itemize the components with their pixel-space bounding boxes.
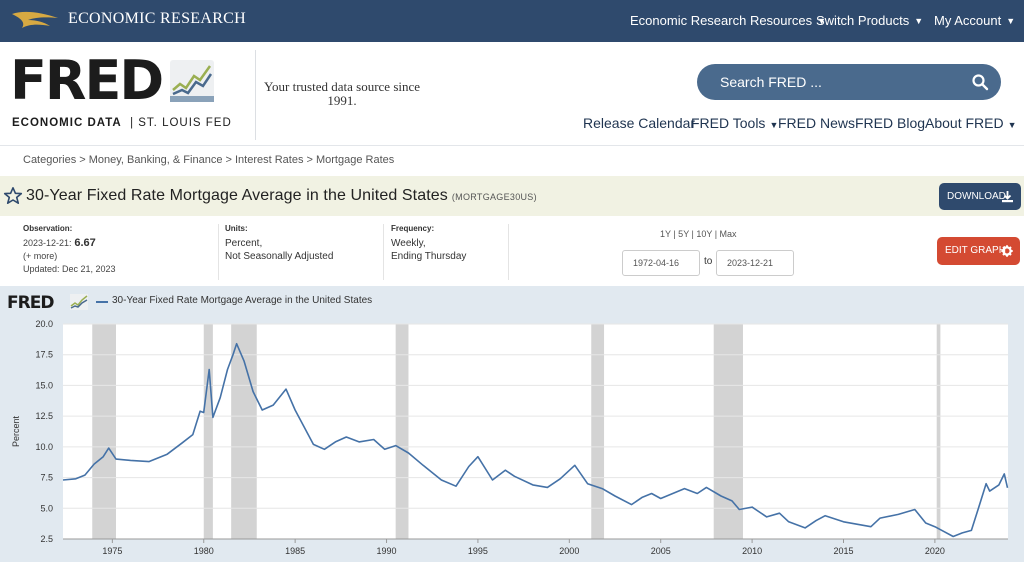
y-tick-label: 7.5	[40, 473, 53, 483]
x-tick-label: 2020	[925, 546, 945, 556]
graph-fred-logo: FRED	[7, 293, 54, 313]
series-line	[62, 342, 1009, 538]
x-tick-label: 2005	[651, 546, 671, 556]
header-divider	[255, 50, 256, 140]
nav-fred-news[interactable]: FRED News	[778, 115, 856, 131]
to-label: to	[704, 256, 713, 267]
nav-release-calendar[interactable]: Release Calendar	[583, 115, 696, 131]
fred-chart-logo-icon	[170, 60, 214, 102]
x-tick-label: 1990	[377, 546, 397, 556]
top-bar: ECONOMIC RESEARCH Economic Research Reso…	[0, 0, 1024, 42]
y-tick-label: 15.0	[35, 380, 53, 390]
chevron-down-icon: ▼	[769, 120, 779, 130]
x-tick-label: 2015	[833, 546, 853, 556]
y-tick-label: 17.5	[35, 350, 53, 360]
y-tick-label: 5.0	[40, 503, 53, 513]
meta-divider	[508, 224, 509, 280]
recession-shading	[936, 324, 941, 539]
chevron-down-icon: ▼	[1006, 16, 1016, 26]
recession-shading	[591, 324, 605, 539]
start-date-input[interactable]: 1972-04-16	[622, 250, 700, 276]
nav-fred-blog[interactable]: FRED Blog	[855, 115, 926, 131]
x-tick-label: 1995	[468, 546, 488, 556]
gear-icon	[1001, 245, 1013, 257]
range-selector[interactable]: 1Y | 5Y | 10Y | Max	[660, 229, 737, 239]
download-icon	[1002, 191, 1013, 203]
search-icon[interactable]	[971, 73, 989, 91]
tagline: Your trusted data source since 1991.	[263, 79, 421, 108]
frequency-block: Frequency: Weekly, Ending Thursday	[391, 224, 467, 262]
x-tick-label: 2000	[559, 546, 579, 556]
x-tick-label: 1985	[285, 546, 305, 556]
recession-shading	[203, 324, 213, 539]
eagle-logo-icon[interactable]	[10, 8, 60, 34]
observation-value: 6.67	[74, 237, 96, 249]
x-tick-label: 2010	[742, 546, 762, 556]
recession-shading	[92, 324, 117, 539]
end-date-input[interactable]: 2023-12-21	[716, 250, 794, 276]
edit-graph-button[interactable]: EDIT GRAPH	[937, 237, 1020, 265]
nav-fred-tools[interactable]: FRED Tools ▼	[691, 115, 779, 131]
legend-swatch	[96, 301, 108, 303]
star-icon[interactable]	[3, 186, 23, 206]
x-tick-label: 1975	[102, 546, 122, 556]
breadcrumb[interactable]: Categories > Money, Banking, & Finance >…	[23, 154, 395, 166]
page-title: 30-Year Fixed Rate Mortgage Average in t…	[26, 187, 537, 204]
menu-switch-products[interactable]: Switch Products ▼	[816, 13, 924, 28]
more-observations-link[interactable]: (+ more)	[23, 251, 58, 261]
menu-economic-research-resources[interactable]: Economic Research Resources ▼	[630, 13, 826, 28]
y-tick-label: 20.0	[35, 319, 53, 329]
updated-date: Updated: Dec 21, 2023	[23, 264, 116, 274]
observation-block: Observation: 2023-12-21: 6.67 (+ more) U…	[23, 224, 116, 274]
series-title-band: 30-Year Fixed Rate Mortgage Average in t…	[0, 176, 1024, 216]
fred-logo[interactable]: FRED	[10, 49, 164, 112]
y-tick-label: 12.5	[35, 411, 53, 421]
download-button[interactable]: DOWNLOAD	[939, 183, 1021, 210]
units-block: Units: Percent, Not Seasonally Adjusted	[225, 224, 334, 262]
chevron-down-icon: ▼	[817, 16, 826, 26]
recession-shading	[231, 324, 257, 539]
y-axis-label: Percent	[11, 415, 21, 447]
legend-label: 30-Year Fixed Rate Mortgage Average in t…	[112, 295, 373, 306]
search-input[interactable]: Search FRED ...	[697, 64, 1001, 100]
mortgage-rate-chart[interactable]: 2.5 5.0 7.5 10.0 12.5 15.0 17.5 20.0 1975 1980 198…	[0, 286, 1024, 562]
site-header: FRED ECONOMIC DATA | ST. LOUIS FED Your …	[0, 42, 1024, 146]
meta-divider	[383, 224, 384, 280]
graph-fred-chart-icon	[70, 294, 88, 310]
y-tick-label: 10.0	[35, 442, 53, 452]
recession-shading	[713, 324, 743, 539]
y-tick-label: 2.5	[40, 534, 53, 544]
chevron-down-icon: ▼	[914, 16, 924, 26]
nav-about-fred[interactable]: About FRED ▼	[925, 115, 1017, 131]
chevron-down-icon: ▼	[1007, 120, 1017, 130]
economic-research-brand[interactable]: ECONOMIC RESEARCH	[68, 10, 247, 27]
recession-shading	[395, 324, 409, 539]
menu-my-account[interactable]: My Account ▼	[934, 13, 1016, 28]
search-placeholder: Search FRED ...	[720, 74, 822, 90]
series-id: (MORTGAGE30US)	[451, 192, 537, 202]
fred-logo-subtitle: ECONOMIC DATA | ST. LOUIS FED	[12, 117, 232, 129]
x-tick-label: 1980	[194, 546, 214, 556]
meta-divider	[218, 224, 219, 280]
plot-area	[63, 324, 1008, 539]
